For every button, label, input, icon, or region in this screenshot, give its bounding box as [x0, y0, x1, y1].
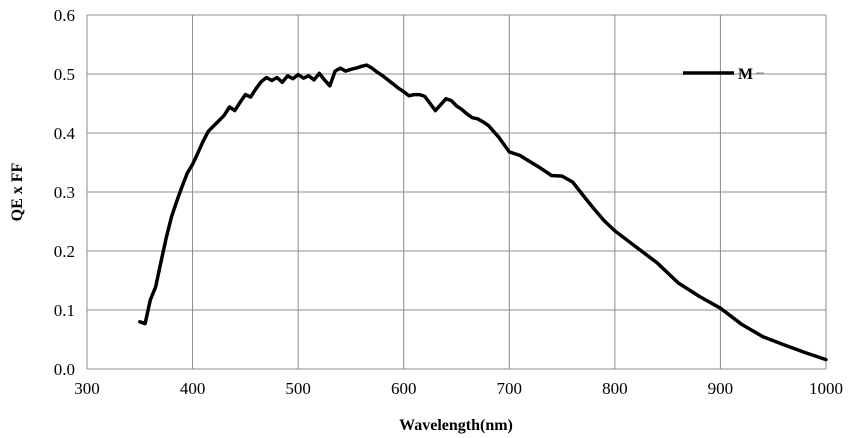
x-tick-label: 300 [74, 379, 100, 398]
grid-lines [86, 14, 827, 370]
x-tick-label: 800 [602, 379, 628, 398]
y-tick-label: 0.0 [54, 360, 75, 379]
x-tick-label: 600 [391, 379, 417, 398]
y-tick-label: 0.5 [54, 65, 75, 84]
x-tick-label: 400 [180, 379, 206, 398]
y-tick-labels: 0.0 0.1 0.2 0.3 0.4 0.5 0.6 [54, 6, 76, 379]
x-tick-label: 700 [497, 379, 523, 398]
y-tick-label: 0.3 [54, 183, 75, 202]
y-tick-label: 0.4 [54, 124, 76, 143]
x-tick-label: 1000 [809, 379, 843, 398]
y-tick-label: 0.1 [54, 301, 75, 320]
series-lines [138, 63, 828, 362]
x-tick-labels: 300 400 500 600 700 800 900 1000 [74, 379, 843, 398]
y-tick-label: 0.6 [54, 6, 75, 25]
legend-label: M [738, 66, 753, 83]
x-tick-label: 900 [708, 379, 734, 398]
x-tick-label: 500 [285, 379, 311, 398]
series-line-m [138, 63, 828, 362]
legend: M [683, 66, 764, 83]
y-tick-label: 0.2 [54, 242, 75, 261]
x-axis-title: Wavelength(nm) [399, 417, 513, 434]
y-axis-title: QE x FF [9, 162, 26, 221]
